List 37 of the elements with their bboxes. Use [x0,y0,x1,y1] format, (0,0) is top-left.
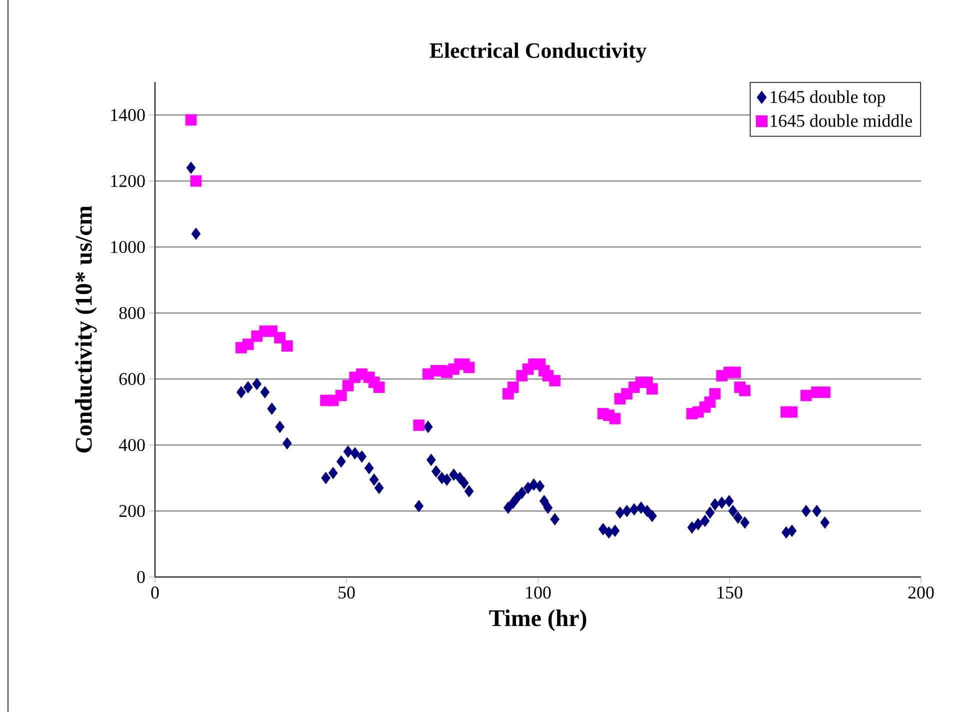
point [274,332,286,344]
x-axis-title: Time (hr) [489,609,586,632]
y-tick-label: 600 [119,372,145,386]
point [507,382,519,393]
point [646,383,658,395]
legend-label: 1645 double middle [770,114,912,127]
y-tick-label: 1000 [111,240,145,254]
point [609,412,621,424]
chart-title: Electrical Conductivity [430,42,646,62]
point [819,386,831,398]
legend-label: 1645 double top [770,90,886,107]
y-tick-label: 200 [119,504,145,518]
point [373,382,385,393]
y-tick-label: 400 [118,438,145,452]
point [549,374,561,386]
y-axis-title: Conductivity (10* us/cm [75,206,97,453]
point [786,406,798,418]
y-tick-label: 1200 [111,174,145,188]
y-tick-label: 0 [137,570,145,584]
point [800,390,812,402]
point [709,388,721,400]
point [190,175,202,187]
point [335,390,347,402]
y-tick-label: 800 [119,306,145,320]
point [185,114,197,126]
y-tick-label: 1400 [111,108,145,122]
point [739,384,751,396]
x-tick-label: 100 [526,586,551,599]
point [463,362,475,374]
point [730,366,741,378]
point [413,420,425,431]
point [281,340,293,352]
x-tick-label: 0 [151,586,159,599]
x-tick-label: 200 [908,586,934,599]
point [242,338,254,350]
x-tick-label: 50 [338,586,355,599]
x-tick-label: 150 [718,586,742,599]
